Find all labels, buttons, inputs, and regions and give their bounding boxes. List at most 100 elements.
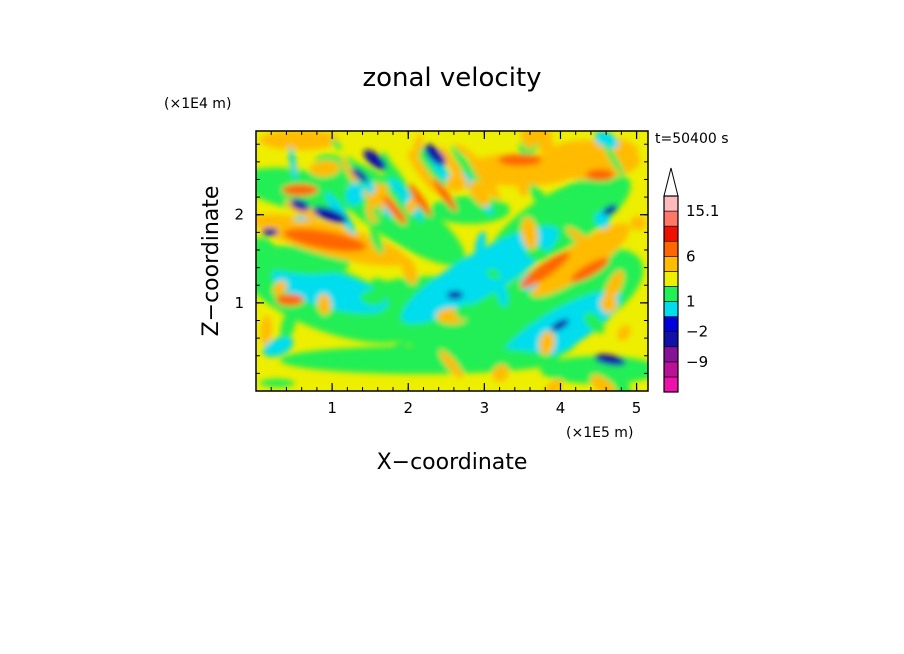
field-extremum (602, 204, 618, 216)
field-cell (262, 336, 294, 357)
field-cell (614, 373, 632, 391)
field-extremum (447, 291, 463, 299)
field-cell (486, 268, 501, 280)
field-streak (341, 157, 373, 201)
x-tick-label: 4 (556, 399, 566, 417)
field-region (498, 290, 622, 370)
field-cell (330, 139, 342, 150)
field-cell (549, 314, 581, 324)
field-region (401, 226, 559, 324)
field-cell (375, 340, 408, 365)
field-cell (454, 144, 479, 162)
field-region (260, 131, 340, 150)
field-streak (414, 143, 446, 187)
colorbar-segment (663, 346, 679, 363)
field-cell (469, 180, 491, 207)
field-streak (451, 146, 482, 190)
field-cell (594, 131, 619, 149)
x-tick-label: 3 (480, 399, 490, 417)
colorbar-extension (663, 167, 679, 197)
colorbar-label: −2 (686, 323, 708, 341)
field-cell (372, 205, 382, 220)
field-cell (256, 237, 276, 253)
colorbar-label: 6 (686, 247, 696, 265)
field-extremum (570, 257, 610, 283)
colorbar-segment (663, 361, 679, 378)
field-cell (260, 315, 272, 346)
colorbar-segment (663, 286, 679, 302)
field-extremum (433, 178, 457, 212)
field-extremum (351, 167, 369, 183)
x-axis-ticks: 1 2 3 4 5 (270, 131, 641, 417)
field-region (530, 223, 630, 297)
y-unit-label: (×1E4 m) (164, 96, 231, 112)
colorbar-label: −9 (686, 353, 708, 371)
field-extremum (520, 251, 570, 289)
field-cell (492, 364, 509, 382)
colorbar-segment (663, 331, 679, 348)
field-cell (345, 182, 364, 206)
field-extremum (594, 354, 626, 366)
field-cell (538, 331, 555, 356)
field-cell (272, 280, 287, 296)
field-region (476, 247, 644, 353)
field-extremum (586, 169, 614, 181)
field-cell (495, 278, 508, 308)
field-region (280, 346, 560, 374)
field-extremum (312, 206, 348, 224)
colorbar-segment (663, 210, 679, 227)
field-cell (446, 173, 468, 192)
field-cell (603, 143, 625, 177)
field-extremum (408, 183, 432, 217)
colorbar-segment (663, 225, 679, 242)
field-cell (545, 378, 563, 391)
field-streak (325, 191, 357, 235)
colorbar-label: 15.1 (686, 202, 719, 220)
field-cell (529, 184, 549, 210)
field-cell (387, 178, 404, 195)
x-axis-label: X−coordinate (377, 450, 528, 475)
field-extremum (363, 149, 387, 171)
field-cell (630, 216, 647, 231)
plot-frame (255, 130, 649, 392)
field-cell (324, 273, 343, 310)
colorbar-segment (663, 271, 679, 287)
field-cell (370, 278, 396, 298)
y-tick-label: 1 (234, 294, 244, 312)
field-cell (288, 146, 298, 181)
field-cell (617, 325, 631, 341)
y-tick-label: 2 (234, 206, 244, 224)
field-cell (368, 184, 388, 209)
field-cell (280, 309, 297, 341)
field-cell (317, 293, 332, 315)
colorbar-segment (663, 256, 679, 272)
field-cell (604, 270, 624, 302)
colorbar-segment (663, 240, 679, 257)
field-region (540, 140, 640, 180)
y-axis-ticks: 12 (234, 143, 648, 374)
field-extremum (424, 144, 446, 166)
field-cell (565, 226, 594, 250)
field-cell (490, 158, 517, 187)
field-cell (521, 216, 539, 250)
field-extremum (383, 195, 407, 225)
field-streak (407, 150, 439, 194)
field-cell (401, 256, 418, 285)
velocity-field (256, 131, 648, 391)
field-cell (584, 312, 605, 334)
field-extremum (290, 199, 310, 211)
field-cell (439, 349, 464, 379)
field-cell (474, 231, 487, 258)
colorbar-segment (663, 301, 679, 317)
field-cell (309, 160, 341, 177)
field-cell (259, 378, 295, 388)
colorbar-segment (663, 376, 679, 393)
field-streak (469, 157, 501, 201)
x-tick-label: 1 (327, 399, 337, 417)
field-cell (521, 131, 537, 150)
colorbar-label: 1 (686, 293, 696, 311)
field-extremum (283, 228, 367, 252)
field-cell (534, 131, 553, 155)
field-cell (518, 183, 530, 196)
